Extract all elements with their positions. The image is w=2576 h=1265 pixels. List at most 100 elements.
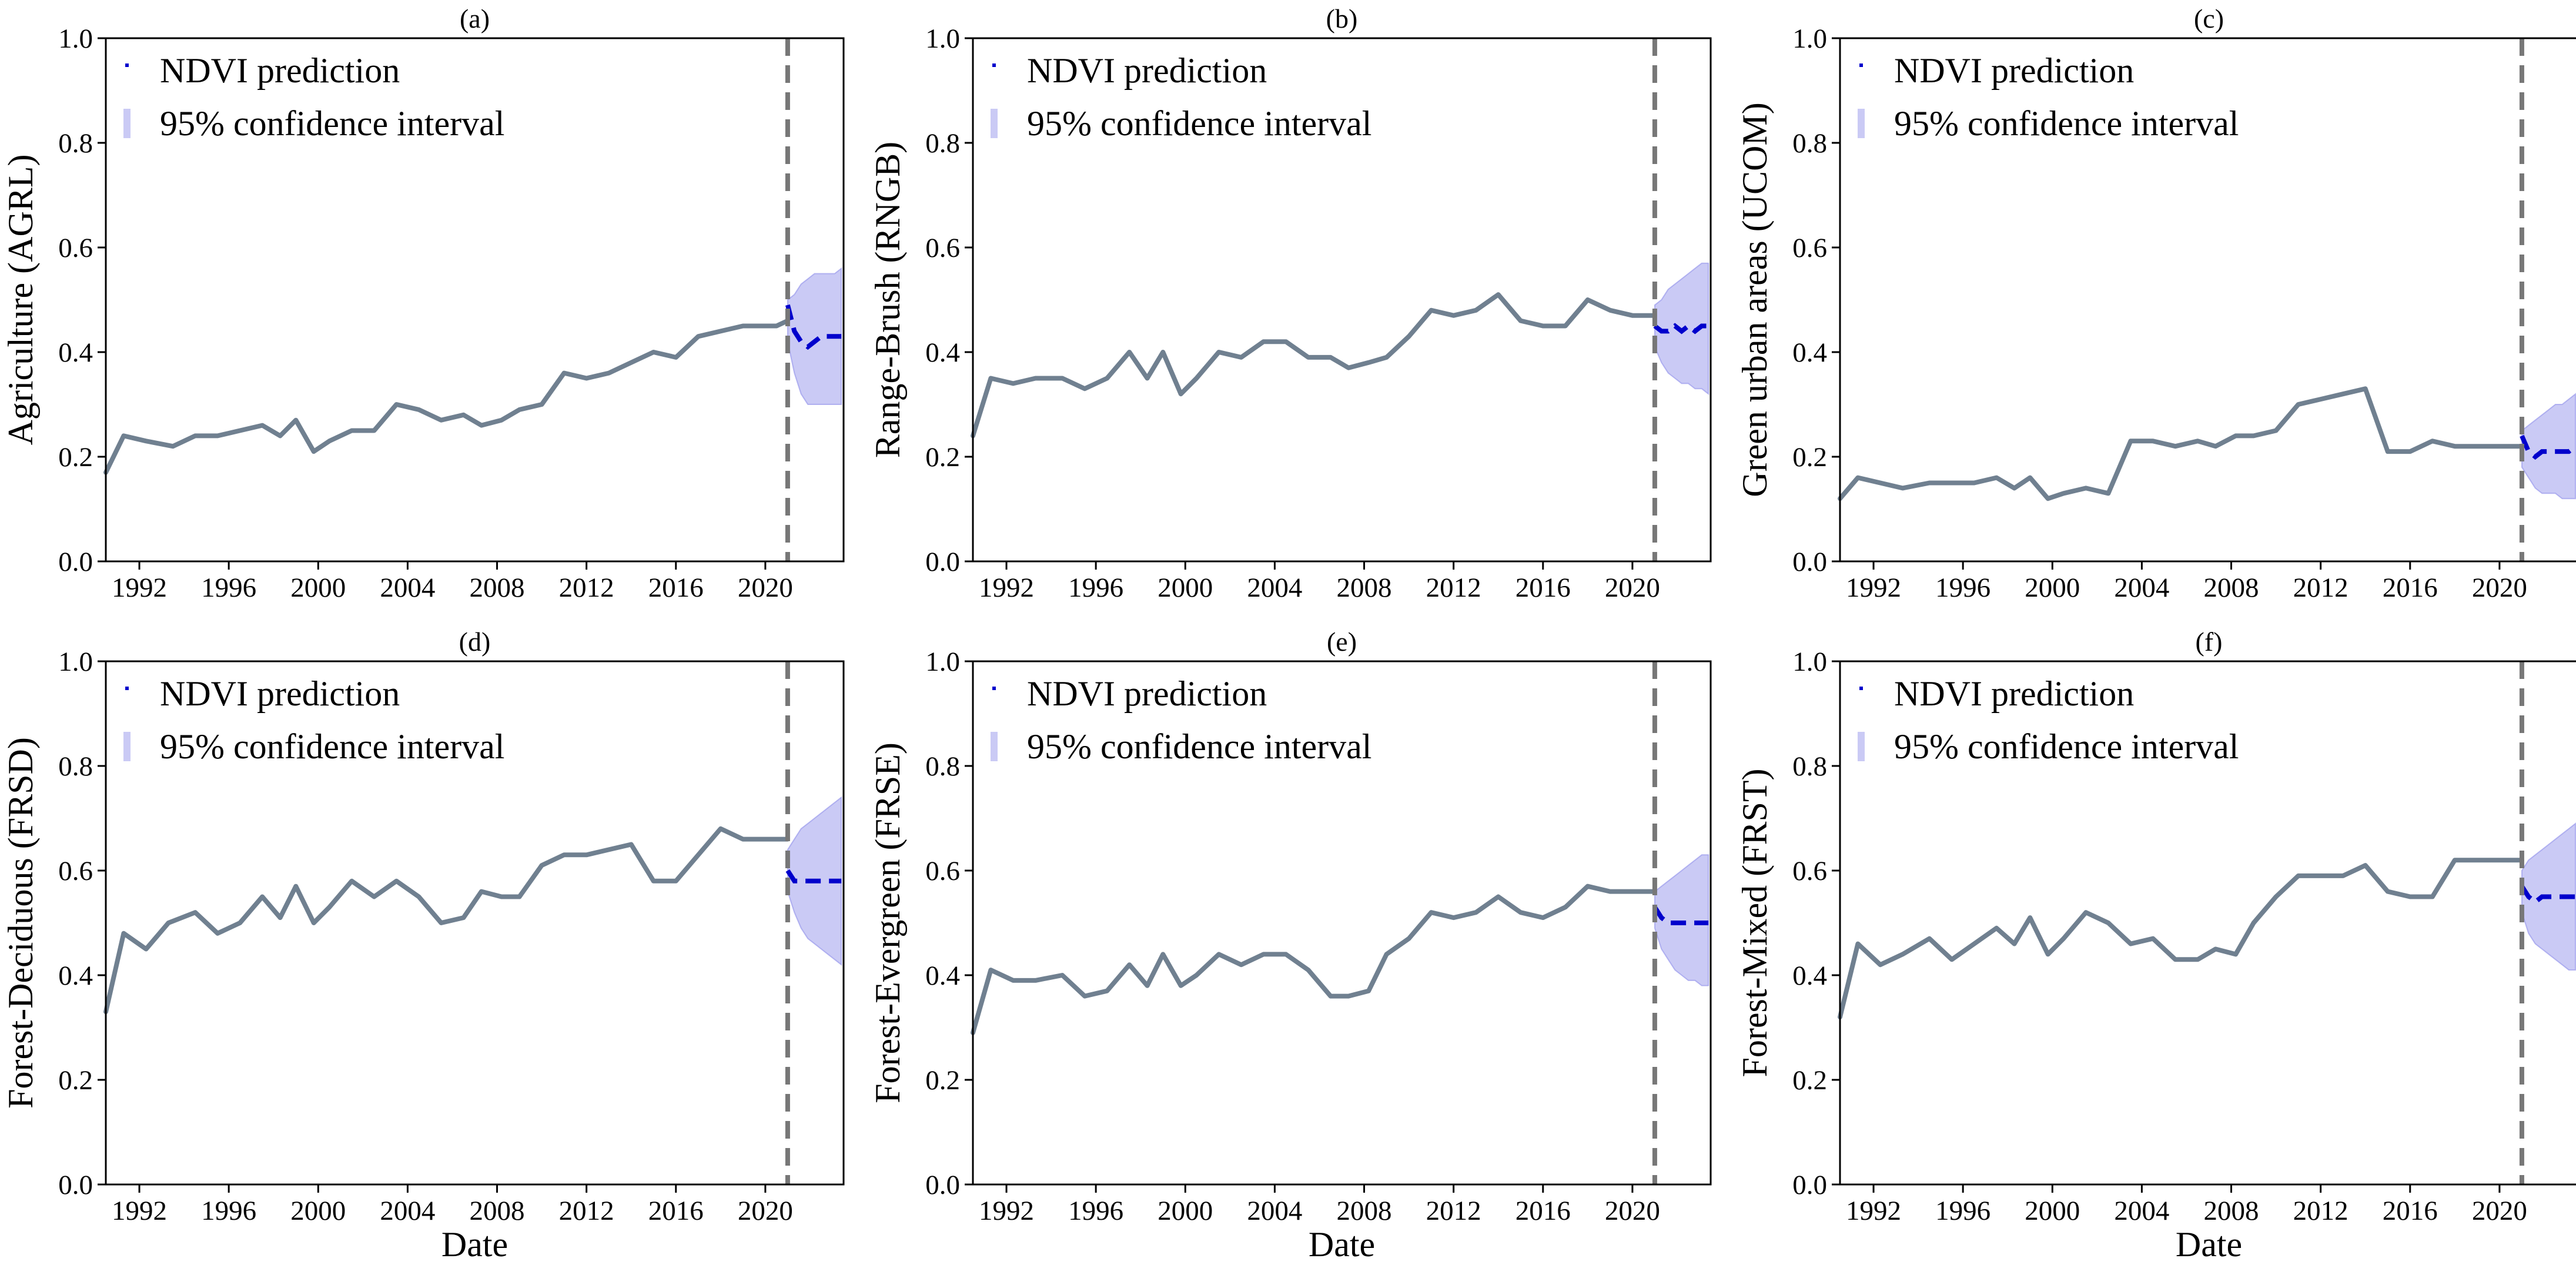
x-tick-label: 2004 xyxy=(1247,1196,1302,1226)
panel-title: (e) xyxy=(1327,627,1357,657)
x-tick-label: 2000 xyxy=(2025,573,2080,603)
observed-ndvi-line xyxy=(971,292,1657,439)
prediction-line xyxy=(1653,323,1709,334)
x-tick-label: 2004 xyxy=(2114,573,2169,603)
x-tick-label: 2016 xyxy=(2383,1196,2438,1226)
axes-frame xyxy=(105,660,845,1186)
x-tick-label: 2016 xyxy=(648,573,704,603)
legend-band-swatch xyxy=(123,732,131,761)
x-tick-label: 2012 xyxy=(559,573,614,603)
prediction-line xyxy=(2520,434,2576,460)
y-tick-label: 1.0 xyxy=(58,647,93,677)
chart-panel: 1992 1996 2000 2004 2008 2012 2016 2020 0.0 0.2 0.… xyxy=(1735,627,2576,1264)
y-axis-label: Forest-Evergreen (FRSE) xyxy=(868,742,907,1103)
legend-band-swatch xyxy=(1858,732,1865,761)
y-axis-label: Forest-Mixed (FRST) xyxy=(1735,769,1774,1077)
legend-prediction-marker xyxy=(992,687,996,690)
legend-prediction-marker xyxy=(1859,687,1863,690)
y-tick-label: 1.0 xyxy=(925,24,960,54)
chart-panel: 1992 1996 2000 2004 2008 2012 2016 2020 0.0 0.2 0.… xyxy=(868,627,1712,1264)
legend-label: NDVI prediction xyxy=(160,674,400,713)
x-tick-label: 2000 xyxy=(1157,1196,1213,1226)
legend-prediction-marker xyxy=(125,687,129,690)
x-tick-label: 2016 xyxy=(648,1196,704,1226)
y-tick-label: 0.8 xyxy=(1792,128,1827,159)
y-tick-label: 0.8 xyxy=(925,128,960,159)
observed-ndvi-line xyxy=(1838,386,2524,501)
y-tick-label: 1.0 xyxy=(58,24,93,54)
legend-band-swatch xyxy=(991,732,998,761)
x-tick-label: 2012 xyxy=(2293,573,2348,603)
panel-title: (d) xyxy=(459,627,491,657)
x-tick-label: 2004 xyxy=(2114,1196,2169,1226)
y-tick-label: 0.6 xyxy=(925,233,960,263)
x-tick-label: 2020 xyxy=(738,1196,793,1226)
y-tick-label: 0.4 xyxy=(58,337,93,368)
y-tick-label: 1.0 xyxy=(1792,647,1827,677)
y-tick-label: 0.2 xyxy=(58,1065,93,1096)
y-tick-label: 0.0 xyxy=(1792,547,1827,577)
x-tick-label: 2000 xyxy=(2025,1196,2080,1226)
y-tick-label: 0.0 xyxy=(925,547,960,577)
x-tick-label: 1996 xyxy=(1068,573,1123,603)
x-tick-label: 2008 xyxy=(1337,1196,1392,1226)
prediction-line xyxy=(785,869,842,884)
chart-panel: 1992 1996 2000 2004 2008 2012 2016 2020 0.0 0.2 0.… xyxy=(1735,4,2576,603)
x-tick-label: 2016 xyxy=(1516,1196,1571,1226)
legend-prediction-marker xyxy=(1859,63,1863,67)
x-tick-label: 2008 xyxy=(1337,573,1392,603)
legend-label: 95% confidence interval xyxy=(160,727,504,766)
y-tick-label: 0.2 xyxy=(925,1065,960,1096)
x-tick-label: 1992 xyxy=(112,1196,167,1226)
y-tick-label: 0.4 xyxy=(58,961,93,991)
legend-band-swatch xyxy=(123,109,131,138)
panel-title: (a) xyxy=(460,4,490,34)
x-tick-label: 2020 xyxy=(2472,573,2527,603)
x-tick-label: 2004 xyxy=(1247,573,1302,603)
y-tick-label: 0.2 xyxy=(925,442,960,473)
y-tick-label: 1.0 xyxy=(1792,24,1827,54)
x-tick-label: 1996 xyxy=(201,573,256,603)
legend-label: NDVI prediction xyxy=(1894,674,2134,713)
legend-label: 95% confidence interval xyxy=(160,104,504,143)
x-tick-label: 2012 xyxy=(2293,1196,2348,1226)
observed-ndvi-line xyxy=(103,826,790,1015)
y-tick-label: 0.0 xyxy=(58,547,93,577)
legend-band-swatch xyxy=(991,109,998,138)
observed-ndvi-line xyxy=(971,884,1657,1035)
observed-ndvi-line xyxy=(1838,858,2524,1020)
chart-panel: 1992 1996 2000 2004 2008 2012 2016 2020 0.0 0.2 0.… xyxy=(868,4,1712,603)
panel-title: (f) xyxy=(2196,627,2223,657)
confidence-band xyxy=(787,267,842,405)
x-tick-label: 1992 xyxy=(112,573,167,603)
legend-label: NDVI prediction xyxy=(1027,51,1267,90)
legend-label: 95% confidence interval xyxy=(1894,104,2239,143)
y-axis-label: Range-Brush (RNGB) xyxy=(868,142,907,458)
y-tick-label: 0.6 xyxy=(1792,233,1827,263)
x-tick-label: 2000 xyxy=(290,573,346,603)
y-axis-label: Green urban areas (UCOM) xyxy=(1735,102,1774,497)
x-tick-label: 2008 xyxy=(2204,573,2259,603)
y-axis-label: Agriculture (AGRL) xyxy=(1,155,40,446)
y-tick-label: 0.2 xyxy=(1792,442,1827,473)
axes-frame xyxy=(105,37,845,563)
x-tick-label: 2008 xyxy=(470,1196,525,1226)
legend-label: NDVI prediction xyxy=(1894,51,2134,90)
x-tick-label: 2020 xyxy=(1605,1196,1660,1226)
axes-frame xyxy=(972,660,1712,1186)
y-tick-label: 0.0 xyxy=(58,1170,93,1200)
y-tick-label: 0.4 xyxy=(1792,961,1827,991)
legend-band-swatch xyxy=(1858,109,1865,138)
legend-prediction-marker xyxy=(125,63,129,67)
x-tick-label: 1996 xyxy=(201,1196,256,1226)
x-tick-label: 2000 xyxy=(290,1196,346,1226)
confidence-band xyxy=(1654,854,1709,986)
x-tick-label: 2020 xyxy=(2472,1196,2527,1226)
x-tick-label: 2008 xyxy=(2204,1196,2259,1226)
y-tick-label: 0.4 xyxy=(925,961,960,991)
legend-prediction-marker xyxy=(992,63,996,67)
x-tick-label: 2004 xyxy=(380,573,435,603)
y-tick-label: 0.4 xyxy=(925,337,960,368)
x-tick-label: 2004 xyxy=(380,1196,435,1226)
x-tick-label: 2020 xyxy=(1605,573,1660,603)
